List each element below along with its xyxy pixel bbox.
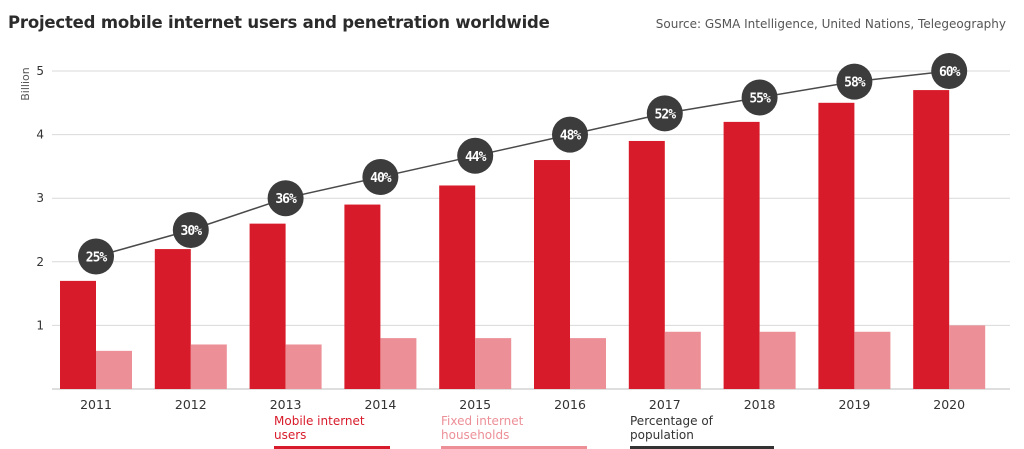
x-tick-label: 2013 xyxy=(270,397,302,412)
x-tick-label: 2017 xyxy=(649,397,681,412)
y-tick-label: 1 xyxy=(36,318,44,332)
bar-mobile-internet-users xyxy=(344,204,381,389)
x-tick-label: 2014 xyxy=(364,397,396,412)
y-tick-label: 3 xyxy=(36,191,44,205)
y-tick-label: 4 xyxy=(36,128,44,142)
bars xyxy=(60,90,986,390)
legend-mobile-line xyxy=(274,446,390,449)
bar-mobile-internet-users xyxy=(534,160,570,389)
population-data-label: 40% xyxy=(370,171,392,186)
x-tick-label: 2016 xyxy=(554,397,586,412)
legend-mobile-label: Mobile internet users xyxy=(274,414,365,442)
population-marker xyxy=(931,53,968,89)
bar-mobile-internet-users xyxy=(439,185,476,389)
population-data-label: 55% xyxy=(749,92,771,107)
legend-population: Percentage of population xyxy=(630,414,780,449)
legend-fixed-label: Fixed internet households xyxy=(441,414,524,442)
population-data-label: 58% xyxy=(844,76,866,91)
y-axis: 1 2 3 4 5 Billion xyxy=(19,64,44,332)
x-tick-label: 2019 xyxy=(838,397,870,412)
population-data-label: 48% xyxy=(560,129,582,144)
x-tick-label: 2011 xyxy=(80,397,112,412)
legend-mobile: Mobile internet users xyxy=(274,414,394,449)
population-marker xyxy=(836,63,873,100)
population-marker xyxy=(552,116,588,153)
bar-mobile-internet-users xyxy=(818,102,855,390)
population-marker xyxy=(646,95,683,132)
bar-mobile-internet-users xyxy=(628,140,665,389)
population-data-label: 52% xyxy=(655,107,677,122)
legend-population-line xyxy=(630,446,774,449)
population-data-label: 36% xyxy=(275,192,297,207)
bar-fixed-internet-households xyxy=(570,338,606,389)
y-axis-label: Billion xyxy=(19,67,32,101)
x-tick-label: 2018 xyxy=(744,397,776,412)
population-marker xyxy=(741,79,778,116)
population-data-label: 44% xyxy=(465,150,487,165)
bar-fixed-internet-households xyxy=(759,331,796,389)
bar-fixed-internet-households xyxy=(854,331,891,389)
population-data-label: 60% xyxy=(939,65,961,80)
bar-fixed-internet-households xyxy=(190,344,227,389)
population-line: 25% 30% 36% 40% 44% 48% 52% 55% 58% 60% xyxy=(78,53,968,275)
x-tick-label: 2015 xyxy=(459,397,491,412)
bar-mobile-internet-users xyxy=(249,223,286,389)
bar-mobile-internet-users xyxy=(913,90,950,389)
population-marker xyxy=(457,137,494,174)
legend-population-label: Percentage of population xyxy=(630,414,713,442)
chart-source: Source: GSMA Intelligence, United Nation… xyxy=(655,17,1006,31)
bar-fixed-internet-households xyxy=(285,344,322,389)
population-marker xyxy=(267,180,304,217)
y-tick-label: 5 xyxy=(36,64,44,78)
bar-mobile-internet-users xyxy=(60,280,96,389)
population-marker xyxy=(78,238,114,275)
y-tick-label: 2 xyxy=(36,255,44,269)
bar-fixed-internet-households xyxy=(949,325,986,389)
bar-mobile-internet-users xyxy=(154,249,191,389)
bar-fixed-internet-households xyxy=(664,331,701,389)
bar-fixed-internet-households xyxy=(96,350,132,389)
bar-fixed-internet-households xyxy=(475,338,512,389)
x-axis: 2011 2012 2013 2014 2015 2016 2017 2018 2019 2020 xyxy=(80,397,965,412)
legend-fixed-line xyxy=(441,446,587,449)
population-marker xyxy=(172,212,209,248)
bar-fixed-internet-households xyxy=(380,338,417,389)
bar-mobile-internet-users xyxy=(723,121,760,389)
chart-title: Projected mobile internet users and pene… xyxy=(8,13,550,32)
population-marker xyxy=(362,159,399,195)
population-data-label: 30% xyxy=(181,224,203,239)
x-tick-label: 2012 xyxy=(175,397,207,412)
population-trend-line xyxy=(95,70,950,258)
x-tick-label: 2020 xyxy=(933,397,965,412)
legend-fixed: Fixed internet households xyxy=(441,414,591,449)
population-data-label: 25% xyxy=(86,251,108,266)
